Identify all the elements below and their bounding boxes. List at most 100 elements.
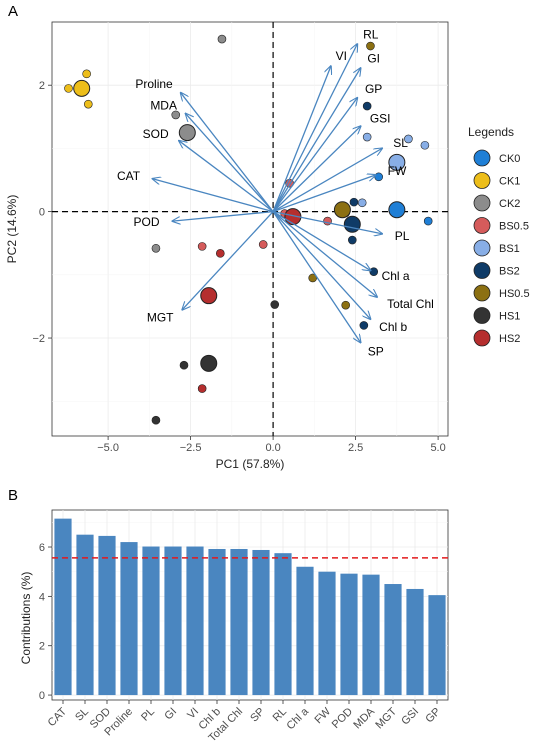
pca-y-ticks: −2 0 2 [32,80,52,345]
bar [76,534,94,696]
loading-arrow [179,141,274,213]
legend-swatch [473,149,491,167]
bar [318,571,336,696]
y-tick-label: 0 [39,690,45,702]
legend-entry-label: HS0.5 [499,288,530,300]
bar [296,566,314,696]
x-tick-label: VI [185,706,201,722]
data-point-BS1 [420,140,430,150]
bar [208,548,226,696]
data-point-HS0.5 [341,300,351,310]
centroid-point-HS2 [200,287,218,305]
legend-swatch [473,262,491,279]
y-tick-label: 0 [39,207,45,219]
loading-arrow [272,210,382,234]
loading-label: POD [133,215,159,229]
loading-label: VI [336,49,347,63]
loading-label: Proline [135,77,173,91]
x-tick-label: SP [248,706,267,725]
data-point-CK1 [64,84,73,93]
loading-label: MDA [150,98,177,112]
y-tick-label: 6 [39,542,45,554]
loading-arrow [272,211,370,271]
loading-label: CAT [117,169,141,183]
bar-series [54,518,446,696]
x-tick-label: −5.0 [97,442,119,454]
bar [406,588,424,696]
centroid-point-CK1 [73,79,91,97]
centroid-point-HS0.5 [333,201,351,219]
x-tick-label: POD [330,706,355,731]
x-tick-label: GSI [399,706,421,728]
loading-label: Total Chl [387,297,434,311]
data-point-HS2 [216,249,225,258]
legend-swatch [473,307,491,324]
bar [340,573,358,696]
data-point-HS1 [179,360,189,370]
y-tick-label: 4 [39,591,45,603]
legend-swatch [473,284,491,302]
data-point-BS2 [347,235,357,245]
bar [362,574,380,696]
loading-arrow [272,211,370,319]
loading-label: GI [367,52,380,66]
data-point-CK2 [217,34,227,44]
y-tick-label: 2 [39,80,45,92]
legend-swatch [473,329,491,347]
bar [186,546,204,696]
loading-arrow [272,66,331,212]
loading-arrow [272,211,360,343]
panel-a-label: A [8,3,18,20]
pca-y-axis-label: PC2 (14.6%) [5,195,19,264]
data-point-CK0 [374,172,384,182]
data-point-BS0.5 [258,240,268,249]
data-point-HS0.5 [366,41,375,51]
data-point-BS2 [362,101,372,111]
legend-swatch [473,194,491,212]
data-point-CK1 [84,99,93,109]
data-point-HS1 [151,415,161,425]
bar [384,584,402,696]
loading-arrow [172,210,274,221]
loading-arrow [272,44,357,212]
pca-reference-lines [52,22,448,436]
loading-arrow [153,179,274,213]
pca-legend: Legends CK0 CK1 CK2 BS0.5 BS1 BS2 HS0.5 HS1 HS2 [468,125,530,347]
bar-y-ticks: 0 2 4 6 [39,542,52,702]
x-tick-label: −2.5 [180,442,202,454]
legend-entry-label: CK2 [499,198,520,210]
x-tick-label: GP [423,706,443,726]
loading-label: SP [368,345,384,359]
x-tick-label: Chl a [284,705,311,732]
x-tick-label: 5.0 [430,442,445,454]
bar [274,553,292,696]
bar [164,546,182,696]
legend-swatch [473,239,491,257]
loading-label: RL [363,27,379,41]
legend-swatch [473,172,491,189]
loading-label: PL [395,229,410,243]
y-tick-label: −2 [32,333,45,345]
data-point-BS2 [359,321,369,330]
legend-entry-label: BS0.5 [499,221,529,233]
data-point-HS1 [270,300,280,309]
data-point-HS2 [197,384,207,393]
x-tick-label: PL [139,706,157,724]
legend-swatch [473,217,491,234]
loading-label: FW [388,164,407,178]
data-point-BS2 [369,267,379,276]
loading-arrow [181,93,274,213]
loading-arrow [272,211,377,297]
data-point-CK2 [151,243,161,253]
loading-arrow [182,211,274,310]
x-tick-label: MGT [373,705,399,731]
pca-points [64,34,433,425]
data-point-CK2 [171,110,181,120]
legend-title: Legends [468,125,514,139]
loading-arrow [272,175,375,213]
